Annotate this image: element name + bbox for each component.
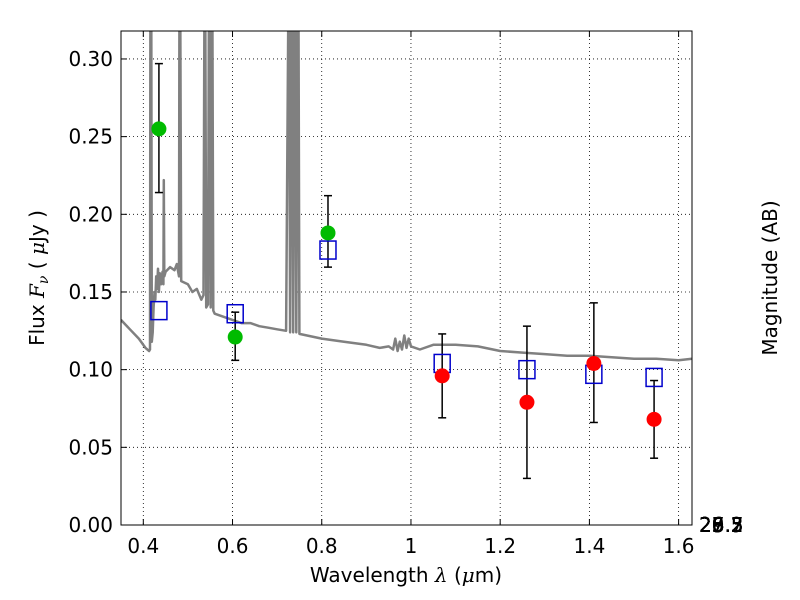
data-point (227, 329, 243, 345)
x-tick-label: 1 (405, 534, 418, 558)
data-point (434, 368, 450, 384)
model-photometry-square (226, 303, 244, 324)
right-tick-label: 25.2 (699, 513, 744, 537)
y-tick-label: 0.15 (68, 280, 113, 304)
y-tick-label: 0.05 (68, 435, 113, 459)
data-point (151, 121, 167, 137)
x-tick-label: 0.6 (217, 534, 249, 558)
x-axis-label: Wavelength λ (μm) (310, 563, 502, 587)
axis-ticks: 0.4 0.6 0.8 1 1.2 1.4 1.6 0.00 0.05 0.10 0.15 0.20 0… (68, 31, 744, 558)
model-photometry-square (319, 240, 337, 260)
data-point (646, 411, 662, 427)
plot-frame (120, 30, 693, 526)
data-point (320, 225, 336, 241)
model-photometry-square (645, 367, 663, 388)
right-tick-label: 27 (699, 513, 724, 537)
right-tick-label: 27.5 (699, 513, 744, 537)
model-photometry-square (518, 359, 536, 380)
y-axis-label: Flux Fν ( μJy ) (25, 210, 52, 346)
x-tick-label: 1.6 (663, 534, 695, 558)
right-axis-label: Magnitude (AB) (758, 200, 782, 355)
y-tick-label: 0.20 (68, 202, 113, 226)
model-photometry-square (150, 300, 168, 321)
right-tick-label: 25.7 (699, 513, 744, 537)
y-tick-label: 0.10 (68, 358, 113, 382)
data-point (586, 355, 602, 371)
right-tick-label: 25.3 (699, 513, 744, 537)
right-tick-label: 28 (699, 513, 724, 537)
y-tick-label: 0.25 (68, 125, 113, 149)
plot-data (121, 31, 692, 480)
x-tick-label: 1.4 (573, 534, 605, 558)
x-tick-label: 0.4 (127, 534, 159, 558)
x-tick-label: 0.8 (306, 534, 338, 558)
right-tick-label: 26.5 (699, 513, 744, 537)
right-tick-label: 26.2 (699, 513, 744, 537)
model-spectrum-line (121, 31, 692, 362)
y-tick-label: 0.00 (68, 513, 113, 537)
x-tick-label: 1.2 (484, 534, 516, 558)
y-tick-label: 0.30 (68, 47, 113, 71)
right-tick-label: 25.5 (699, 513, 744, 537)
right-tick-label: 29 (699, 513, 724, 537)
right-tick-label: 26 (699, 513, 724, 537)
data-point (519, 394, 535, 410)
